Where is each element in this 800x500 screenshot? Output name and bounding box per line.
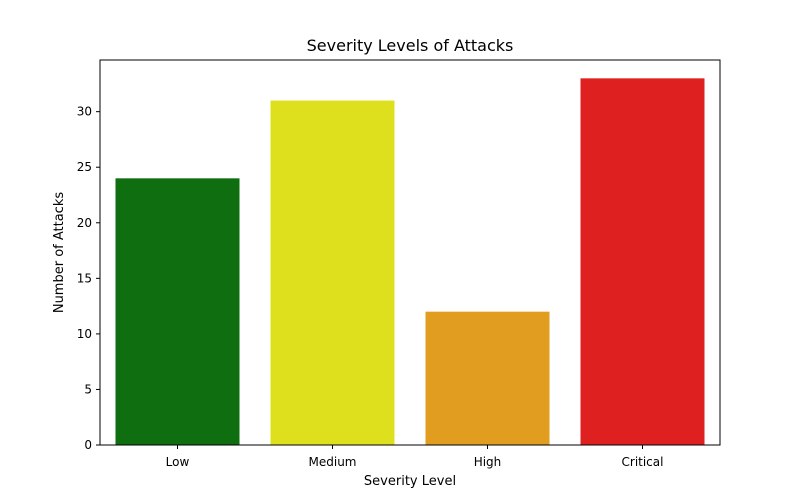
y-tick-label: 10 bbox=[77, 327, 92, 341]
y-tick-label: 5 bbox=[84, 382, 92, 396]
x-axis-title: Severity Level bbox=[364, 474, 456, 489]
bar-high bbox=[425, 311, 550, 445]
y-tick-label: 15 bbox=[77, 271, 92, 285]
y-axis-title: Number of Attacks bbox=[52, 192, 67, 314]
y-tick-label: 20 bbox=[77, 216, 92, 230]
plot-frame bbox=[99, 59, 721, 446]
x-tick-label: Critical bbox=[622, 455, 664, 469]
ticks-layer: Low Medium High Critical 0 5 10 15 20 25 30 bbox=[77, 105, 664, 469]
bars-layer bbox=[115, 78, 705, 446]
bar-medium bbox=[270, 100, 395, 446]
chart-title: Severity Levels of Attacks bbox=[307, 36, 514, 55]
bar-low bbox=[115, 178, 240, 446]
y-tick-label: 30 bbox=[77, 105, 92, 119]
x-tick-label: Medium bbox=[309, 455, 357, 469]
x-tick-label: High bbox=[474, 455, 502, 469]
y-tick-label: 25 bbox=[77, 160, 92, 174]
x-tick-label: Low bbox=[166, 455, 190, 469]
bar-critical bbox=[580, 78, 705, 445]
y-tick-label: 0 bbox=[84, 438, 92, 452]
